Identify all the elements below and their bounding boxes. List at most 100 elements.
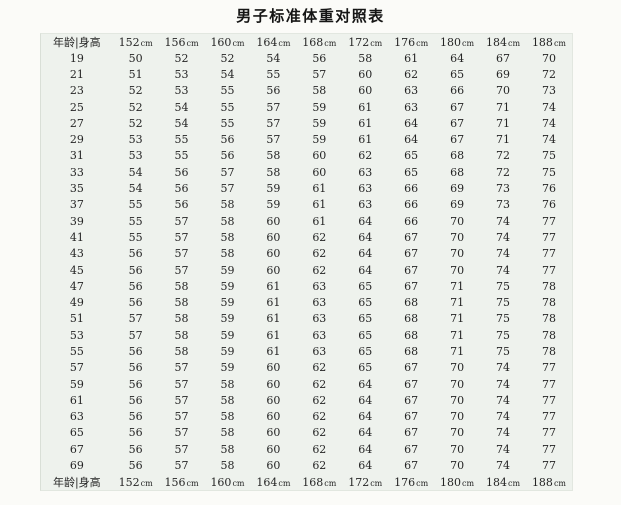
height-unit: cm [324, 478, 337, 488]
weight-cell: 58 [174, 279, 189, 293]
age-cell: 53 [69, 328, 84, 342]
age-cell: 69 [69, 459, 84, 473]
height-value: 172 [348, 475, 370, 489]
table-body: 19 50 52 52 54 56 58 61 64 67 70 21 51 53 54 55 57 60 62 65… [41, 50, 572, 474]
age-cell: 49 [69, 296, 84, 310]
weight-cell: 60 [266, 230, 281, 244]
weight-cell: 53 [174, 67, 189, 81]
weight-cell: 55 [220, 84, 235, 98]
weight-cell: 59 [220, 279, 235, 293]
weight-cell: 57 [220, 182, 235, 196]
weight-cell: 71 [496, 116, 510, 130]
weight-cell: 60 [312, 165, 327, 179]
weight-cell: 59 [266, 198, 281, 212]
weight-cell: 59 [220, 296, 235, 310]
height-value: 164 [256, 35, 278, 49]
age-cell: 33 [69, 165, 84, 179]
weight-cell: 78 [541, 344, 556, 358]
table-row: 69 56 57 58 60 62 64 67 70 74 77 [41, 457, 572, 474]
weight-cell: 74 [496, 459, 510, 473]
weight-cell: 64 [358, 410, 373, 424]
weight-cell: 64 [404, 116, 419, 130]
weight-cell: 62 [312, 361, 327, 375]
age-cell: 35 [69, 182, 84, 196]
weight-cell: 67 [404, 459, 419, 473]
weight-cell: 77 [541, 426, 556, 440]
weight-cell: 69 [450, 198, 465, 212]
weight-cell: 73 [541, 84, 556, 98]
weight-cell: 62 [358, 149, 373, 163]
weight-cell: 56 [128, 442, 143, 456]
weight-cell: 71 [450, 312, 465, 326]
height-unit: cm [278, 38, 291, 48]
weight-cell: 63 [312, 296, 327, 310]
table-row: 67 56 57 58 60 62 64 67 70 74 77 [41, 441, 572, 457]
weight-cell: 64 [358, 459, 373, 473]
height-unit: cm [370, 478, 383, 488]
weight-table: 年龄|身高 152cm 156cm 160cm 164cm 168cm 172cm 176cm… [40, 33, 573, 491]
weight-cell: 64 [358, 426, 373, 440]
weight-cell: 73 [496, 182, 510, 196]
height-unit: cm [462, 478, 475, 488]
height-unit: cm [232, 38, 245, 48]
page-title: 男子标准体重对照表 [236, 7, 385, 25]
table-row: 23 52 53 55 56 58 60 63 66 70 73 [41, 83, 572, 99]
weight-cell: 62 [312, 459, 327, 473]
weight-cell: 77 [541, 361, 556, 375]
weight-cell: 67 [404, 426, 419, 440]
weight-cell: 52 [128, 84, 143, 98]
height-unit: cm [507, 38, 521, 48]
weight-cell: 54 [174, 100, 189, 114]
footer-row: 年龄|身高 152cm 156cm 160cm 164cm 168cm 172cm 176cm… [41, 474, 572, 490]
age-cell: 41 [69, 230, 84, 244]
weight-cell: 74 [496, 426, 510, 440]
weight-cell: 58 [174, 296, 189, 310]
weight-cell: 54 [266, 51, 281, 65]
weight-cell: 52 [128, 116, 143, 130]
weight-cell: 61 [358, 133, 373, 147]
weight-cell: 64 [358, 230, 373, 244]
weight-cell: 63 [312, 279, 327, 293]
weight-cell: 65 [450, 67, 465, 81]
table-row: 27 52 54 55 57 59 61 64 67 71 74 [41, 115, 572, 131]
weight-cell: 62 [404, 67, 419, 81]
weight-cell: 58 [174, 328, 189, 342]
weight-cell: 68 [450, 165, 465, 179]
weight-cell: 68 [404, 296, 419, 310]
weight-cell: 60 [312, 149, 327, 163]
weight-cell: 58 [220, 230, 235, 244]
weight-cell: 52 [174, 51, 189, 65]
weight-cell: 53 [174, 84, 189, 98]
height-header: 164cm [250, 34, 296, 50]
weight-cell: 66 [404, 214, 419, 228]
weight-cell: 67 [404, 247, 419, 261]
weight-cell: 55 [174, 149, 189, 163]
weight-cell: 50 [128, 51, 143, 65]
weight-cell: 55 [266, 67, 281, 81]
height-header: 156cm [159, 34, 205, 50]
weight-cell: 63 [404, 100, 419, 114]
weight-cell: 58 [220, 410, 235, 424]
weight-cell: 75 [541, 149, 556, 163]
weight-cell: 57 [266, 100, 281, 114]
weight-cell: 75 [496, 296, 510, 310]
weight-cell: 77 [541, 393, 556, 407]
height-unit: cm [553, 38, 567, 48]
height-unit: cm [553, 478, 567, 488]
weight-cell: 64 [358, 263, 373, 277]
height-header: 184cm [480, 474, 526, 490]
weight-cell: 77 [541, 263, 556, 277]
weight-cell: 61 [312, 198, 327, 212]
height-header: 188cm [526, 474, 572, 490]
weight-cell: 59 [312, 133, 327, 147]
weight-cell: 71 [496, 100, 510, 114]
weight-cell: 57 [174, 247, 189, 261]
weight-cell: 57 [174, 426, 189, 440]
weight-cell: 56 [128, 296, 143, 310]
weight-cell: 61 [266, 296, 281, 310]
height-value: 156 [164, 475, 186, 489]
weight-cell: 60 [266, 263, 281, 277]
weight-cell: 73 [496, 198, 510, 212]
weight-cell: 56 [220, 133, 235, 147]
weight-cell: 56 [312, 51, 327, 65]
